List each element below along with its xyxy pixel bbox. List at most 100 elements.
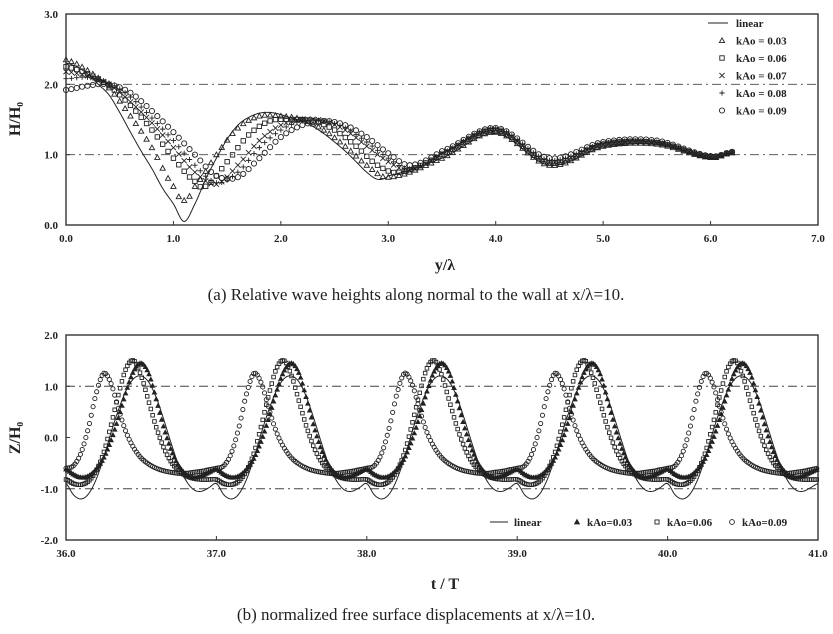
data-point: [126, 379, 133, 385]
data-point: [406, 434, 412, 439]
data-point: [587, 365, 592, 371]
data-point: [632, 138, 638, 144]
data-point: [570, 402, 577, 408]
data-point: [599, 376, 605, 382]
data-point: [240, 164, 246, 170]
data-point: [117, 385, 123, 391]
data-point: [604, 396, 611, 402]
data-point: [242, 398, 248, 404]
data-point: [295, 369, 302, 375]
data-point: [195, 469, 201, 475]
data-point: [738, 368, 744, 374]
data-point: [170, 155, 177, 161]
data-point: [158, 416, 165, 422]
data-point: [339, 470, 345, 476]
legend-label: linear: [736, 18, 764, 30]
data-point: [412, 161, 419, 168]
data-point: [103, 443, 108, 449]
data-point: [208, 180, 214, 187]
data-point: [449, 143, 456, 150]
data-point: [265, 416, 272, 423]
data-point: [424, 429, 430, 435]
data-point: [62, 56, 70, 63]
data-point: [461, 425, 468, 431]
data-point: [727, 380, 734, 387]
data-point: [173, 457, 179, 464]
data-point: [716, 403, 722, 409]
data-point: [111, 82, 118, 89]
data-point: [139, 375, 145, 380]
data-point: [308, 414, 315, 420]
data-point: [236, 423, 242, 429]
data-point: [419, 383, 424, 389]
data-point: [781, 470, 787, 477]
data-point: [514, 135, 521, 142]
data-point: [369, 137, 376, 144]
data-point: [68, 57, 75, 64]
data-point: [597, 400, 603, 405]
data-point: [239, 120, 247, 127]
data-point: [724, 369, 729, 374]
data-point: [368, 165, 376, 172]
data-point: [325, 130, 333, 137]
data-point: [712, 153, 719, 160]
data-point: [712, 428, 719, 434]
data-point: [385, 155, 391, 161]
data-point: [245, 132, 252, 138]
data-point: [379, 155, 386, 162]
data-point: [711, 433, 717, 439]
data-point: [384, 432, 390, 438]
x-tick-label: 37.0: [207, 548, 227, 560]
data-point: [508, 131, 515, 138]
data-point: [718, 151, 725, 158]
data-point: [617, 440, 623, 446]
data-point: [138, 104, 144, 110]
data-point: [551, 455, 556, 460]
legend-label: linear: [514, 517, 542, 529]
data-point: [565, 399, 571, 405]
data-point: [395, 171, 403, 178]
data-point: [263, 422, 270, 428]
data-point: [256, 443, 262, 449]
data-point: [711, 384, 717, 390]
data-point: [385, 158, 392, 165]
data-point: [106, 376, 112, 383]
data-point: [471, 130, 478, 137]
data-point: [669, 141, 677, 148]
data-point: [110, 415, 116, 420]
data-point: [240, 170, 247, 177]
data-point: [124, 384, 131, 390]
data-point: [112, 392, 118, 398]
data-point: [272, 392, 279, 398]
data-point: [569, 385, 574, 391]
data-point: [558, 429, 563, 435]
data-point: [88, 412, 94, 418]
data-point: [448, 402, 453, 407]
data-point: [277, 134, 284, 141]
data-point: [224, 159, 230, 165]
data-point: [397, 462, 403, 467]
data-point: [422, 157, 429, 164]
data-point: [300, 410, 305, 416]
data-point: [110, 90, 118, 97]
data-point: [251, 127, 257, 133]
data-point: [315, 438, 322, 445]
data-point: [197, 184, 203, 190]
data-point: [251, 451, 256, 457]
x-tick-label: 6.0: [704, 233, 718, 245]
data-point: [471, 451, 477, 457]
data-point: [197, 469, 203, 475]
data-point: [94, 389, 100, 395]
data-point: [382, 439, 388, 445]
data-point: [541, 404, 547, 410]
data-point: [282, 112, 290, 119]
data-point: [381, 445, 387, 451]
data-point: [343, 469, 349, 475]
data-point: [277, 375, 284, 381]
data-point: [272, 125, 279, 132]
data-point: [756, 400, 762, 406]
data-point: [165, 148, 171, 155]
data-point: [141, 381, 146, 386]
data-point: [283, 124, 289, 130]
data-point: [218, 143, 226, 150]
